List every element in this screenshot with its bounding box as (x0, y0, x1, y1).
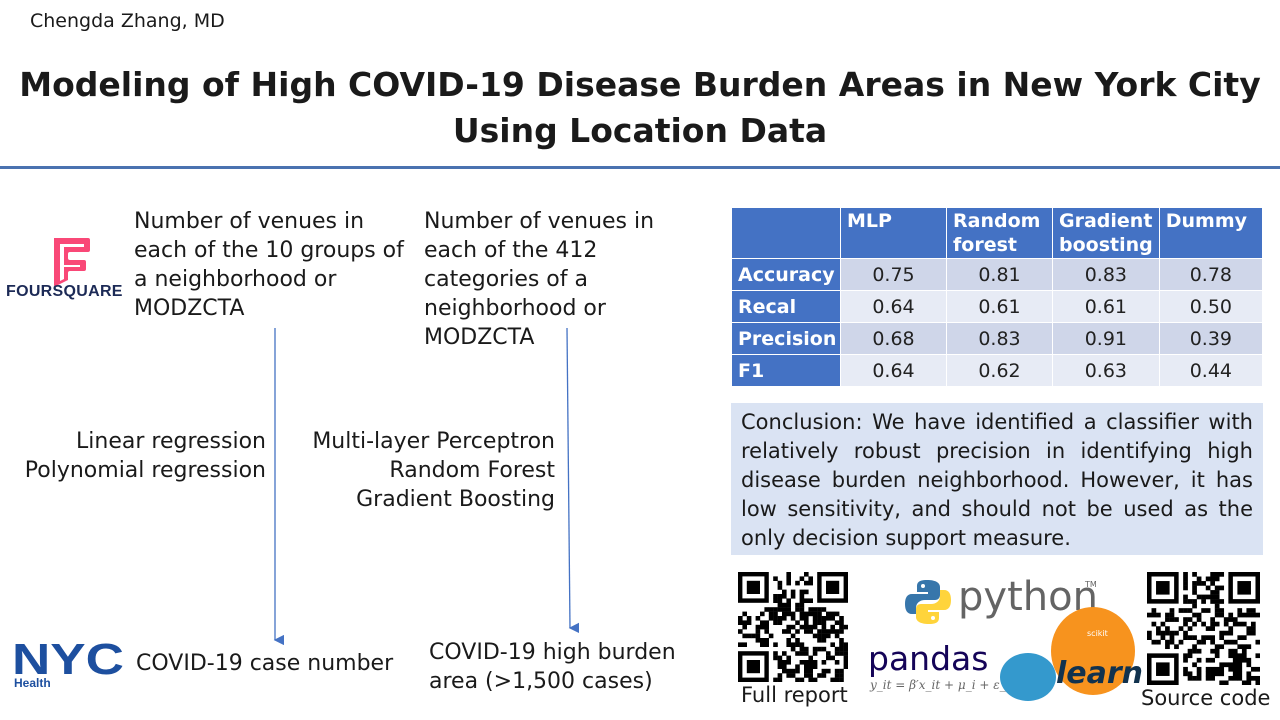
model-random-forest: Random Forest (389, 458, 555, 483)
title-line-2: Using Location Data (452, 111, 828, 150)
table-row: Recal 0.64 0.61 0.61 0.50 (731, 290, 1264, 323)
table-header-mlp: MLP (840, 207, 947, 259)
table-header-gradient-boosting: Gradient boosting (1052, 207, 1160, 259)
table-cell: 0.62 (946, 354, 1053, 387)
table-cell: 0.39 (1158, 322, 1264, 355)
left-outcome: COVID-19 case number (136, 651, 394, 676)
full-report-label: Full report (741, 683, 848, 707)
table-cell: 0.91 (1052, 322, 1160, 355)
left-model-list: Linear regression Polynomial regression (25, 427, 266, 485)
table-cell: 0.44 (1158, 354, 1264, 387)
table-row: Precision 0.68 0.83 0.91 0.39 (731, 322, 1264, 355)
pandas-formula: y_it = β′x_it + μ_i + ε_it (870, 678, 1015, 692)
right-model-list: Multi-layer Perceptron Random Forest Gra… (312, 427, 555, 514)
table-cell: 0.83 (946, 322, 1053, 355)
model-gradient-boosting: Gradient Boosting (356, 487, 555, 512)
scikit-label: scikit (1087, 629, 1108, 638)
metrics-table: MLP Random forest Gradient boosting Dumm… (731, 207, 1264, 387)
source-code-qr-code-icon[interactable] (1147, 572, 1260, 685)
table-row: Accuracy 0.75 0.81 0.83 0.78 (731, 258, 1264, 291)
table-cell: 0.78 (1158, 258, 1264, 291)
pandas-wordmark: pandas (868, 639, 989, 678)
title-line-1: Modeling of High COVID-19 Disease Burden… (19, 65, 1261, 104)
table-cell: 0.64 (840, 354, 947, 387)
model-polynomial-regression: Polynomial regression (24, 458, 266, 483)
right-feature-description: Number of venues in each of the 412 cate… (424, 209, 655, 350)
model-mlp: Multi-layer Perceptron (312, 429, 555, 454)
table-header-random-forest: Random forest (946, 207, 1053, 259)
table-row: F1 0.64 0.62 0.63 0.44 (731, 354, 1264, 387)
table-cell: 0.61 (946, 290, 1053, 323)
row-label-f1: F1 (731, 354, 841, 387)
row-label-precision: Precision (731, 322, 841, 355)
row-label-accuracy: Accuracy (731, 258, 841, 291)
nyc-health-logo-icon: NYC (12, 638, 124, 684)
foursquare-logo-icon (54, 238, 90, 287)
full-report-qr-code-icon[interactable] (738, 572, 848, 682)
right-outcome: COVID-19 high burden area (>1,500 cases) (429, 640, 676, 694)
table-header-row: MLP Random forest Gradient boosting Dumm… (731, 207, 1264, 259)
scikit-learn-logo-icon (1000, 607, 1135, 701)
foursquare-wordmark: FOURSQUARE (6, 283, 123, 300)
svg-text:NYC: NYC (12, 638, 124, 684)
source-code-label: Source code (1141, 686, 1271, 710)
table-cell: 0.63 (1052, 354, 1160, 387)
left-feature-description: Number of venues in each of the 10 group… (134, 209, 404, 321)
table-cell: 0.68 (840, 322, 947, 355)
table-cell: 0.61 (1052, 290, 1160, 323)
table-cell: 0.83 (1052, 258, 1160, 291)
python-logo-icon (905, 580, 951, 624)
table-cell: 0.75 (840, 258, 947, 291)
conclusion-box: Conclusion: We have identified a classif… (731, 403, 1263, 555)
python-trademark: TM (1085, 580, 1097, 589)
poster-title: Modeling of High COVID-19 Disease Burden… (0, 62, 1280, 154)
table-cell: 0.81 (946, 258, 1053, 291)
table-header-dummy: Dummy (1158, 207, 1264, 259)
author-name: Chengda Zhang, MD (30, 10, 225, 32)
title-divider (0, 166, 1280, 169)
table-cell: 0.50 (1158, 290, 1264, 323)
row-label-recal: Recal (731, 290, 841, 323)
learn-label: learn (1056, 656, 1144, 691)
table-cell: 0.64 (840, 290, 947, 323)
model-linear-regression: Linear regression (76, 429, 266, 454)
table-header-blank (731, 207, 841, 259)
right-arrow (566, 327, 580, 634)
nyc-health-label: Health (14, 676, 51, 690)
